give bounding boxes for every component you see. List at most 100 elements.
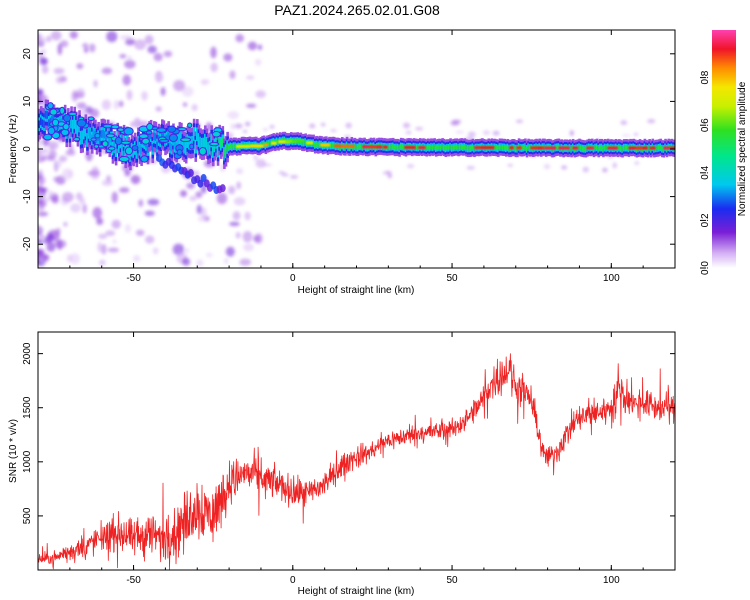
spectral-ridge-cell xyxy=(315,142,319,147)
spectral-core-segment xyxy=(530,146,545,150)
spectral-ridge-cell xyxy=(525,146,529,151)
spectral-noise-blob xyxy=(55,227,61,235)
spectral-ridge-cell xyxy=(43,120,46,128)
spectral-core-segment xyxy=(509,146,514,150)
spectral-ridge-cell xyxy=(199,139,202,148)
snr-y-tick-label: 1000 xyxy=(22,450,33,473)
spectral-ridge-cell xyxy=(657,145,661,150)
snr-panel: -50 0 50 100 2000 1500 1000 500 Height of stra… xyxy=(8,331,676,597)
spectral-ridge-cell xyxy=(555,145,559,150)
snr-x-tick-label: 100 xyxy=(603,575,620,586)
spectral-ridge-cell xyxy=(441,144,444,149)
spectrogram-x-tick-label: 0 xyxy=(290,273,296,284)
spectral-ridge-cell xyxy=(135,148,139,156)
spectral-ridge-cell xyxy=(356,145,360,150)
spectral-ridge-cell xyxy=(149,131,153,139)
spectral-ridge-spot xyxy=(105,133,116,138)
spectral-core-segment xyxy=(635,146,648,150)
spectral-ridge-cell xyxy=(466,146,470,151)
spectral-noise-blob xyxy=(147,45,157,54)
spectral-ridge-cell xyxy=(189,139,193,148)
spectral-ridge-spot xyxy=(116,127,125,132)
spectral-ridge-cell xyxy=(137,138,140,147)
spectral-noise-blob xyxy=(255,158,267,168)
spectral-ridge-cell xyxy=(202,140,206,149)
spectral-noise-blob xyxy=(647,118,656,124)
spectral-ridge-cell xyxy=(463,144,467,149)
spectral-ridge-cell xyxy=(98,137,102,146)
spectral-ridge-cell xyxy=(196,130,199,139)
spectral-ridge-cell xyxy=(471,145,475,150)
spectral-noise-blob xyxy=(227,111,240,119)
spectral-noise-blob xyxy=(57,159,62,168)
spectral-ridge-cell xyxy=(584,146,588,152)
spectral-noise-blob xyxy=(455,130,465,134)
spectral-noise-blob xyxy=(76,88,86,99)
spectral-ridge-spot xyxy=(43,133,53,141)
spectral-ridge-cell xyxy=(393,145,397,150)
spectral-ridge-spot xyxy=(102,123,113,129)
spectral-ridge-cell xyxy=(153,132,156,141)
spectral-ridge-cell xyxy=(458,144,462,150)
spectral-ridge-cell xyxy=(231,144,234,150)
spectral-ridge-cell xyxy=(205,139,209,148)
spectral-noise-blob xyxy=(97,241,102,253)
spectral-noise-blob xyxy=(106,30,118,43)
spectral-ridge-spot xyxy=(155,127,167,133)
spectral-noise-blob xyxy=(227,185,236,195)
spectral-noise-blob xyxy=(112,239,117,244)
spectral-ridge-spot xyxy=(110,124,120,130)
spectral-ridge-cell xyxy=(355,145,358,150)
spectral-noise-blob xyxy=(61,168,74,181)
spectral-noise-blob xyxy=(561,165,568,170)
spectral-ridge-cell xyxy=(272,139,276,144)
spectral-noise-blob xyxy=(243,130,248,133)
spectral-noise-blob xyxy=(41,65,49,74)
spectral-core-segment xyxy=(376,145,383,149)
spectral-ridge-cell xyxy=(170,143,174,152)
spectral-noise-blob xyxy=(582,166,589,173)
spectral-noise-blob xyxy=(200,79,209,86)
spectral-noise-blob xyxy=(245,75,255,80)
spectrogram-x-tick-label: 50 xyxy=(446,273,458,284)
spectral-noise-blob xyxy=(122,74,132,86)
spectral-core-segment xyxy=(404,145,415,149)
spectral-noise-blob xyxy=(46,35,52,43)
spectral-ridge-cell xyxy=(148,132,151,141)
spectrogram-y-axis-label: Frequency (Hz) xyxy=(8,115,19,184)
spectral-noise-blob xyxy=(262,163,273,167)
spectral-noise-blob xyxy=(406,164,415,169)
spectral-ridge-cell xyxy=(446,145,449,150)
spectral-ridge-cell xyxy=(622,145,626,150)
spectral-noise-blob xyxy=(59,40,69,48)
spectral-ridge-cell xyxy=(646,146,650,151)
spectral-ridge-cell xyxy=(452,145,456,150)
colorbar-tick-label: 0.0 xyxy=(700,261,711,275)
spectral-noise-blob xyxy=(90,167,100,180)
spectral-ridge-cell xyxy=(207,145,210,153)
spectral-ridge-cell xyxy=(67,119,70,128)
spectral-ridge-cell xyxy=(447,145,451,150)
spectral-ridge-spot xyxy=(76,119,87,128)
spectral-ridge-cell xyxy=(188,138,191,147)
spectral-noise-blob xyxy=(235,34,244,43)
spectral-ridge-cell xyxy=(391,144,395,149)
chart-title: PAZ1.2024.265.02.01.G08 xyxy=(274,2,440,18)
spectral-noise-blob xyxy=(224,258,229,264)
spectral-ridge-cell xyxy=(81,133,84,142)
spectral-core-segment xyxy=(250,144,264,148)
spectral-noise-blob xyxy=(236,168,244,175)
spectrogram-x-tick-label: 100 xyxy=(603,273,620,284)
spectral-ridge-cell xyxy=(197,136,201,144)
spectral-ridge-cell xyxy=(192,130,196,138)
spectral-noise-blob xyxy=(53,67,65,75)
spectral-noise-blob xyxy=(172,243,185,256)
spectral-ridge-cell xyxy=(661,146,664,151)
spectral-core-segment xyxy=(236,144,250,148)
spectral-noise-blob xyxy=(229,70,236,80)
spectral-core-segment xyxy=(411,145,416,149)
spectral-noise-blob xyxy=(55,76,64,84)
spectral-noise-blob xyxy=(89,43,96,53)
